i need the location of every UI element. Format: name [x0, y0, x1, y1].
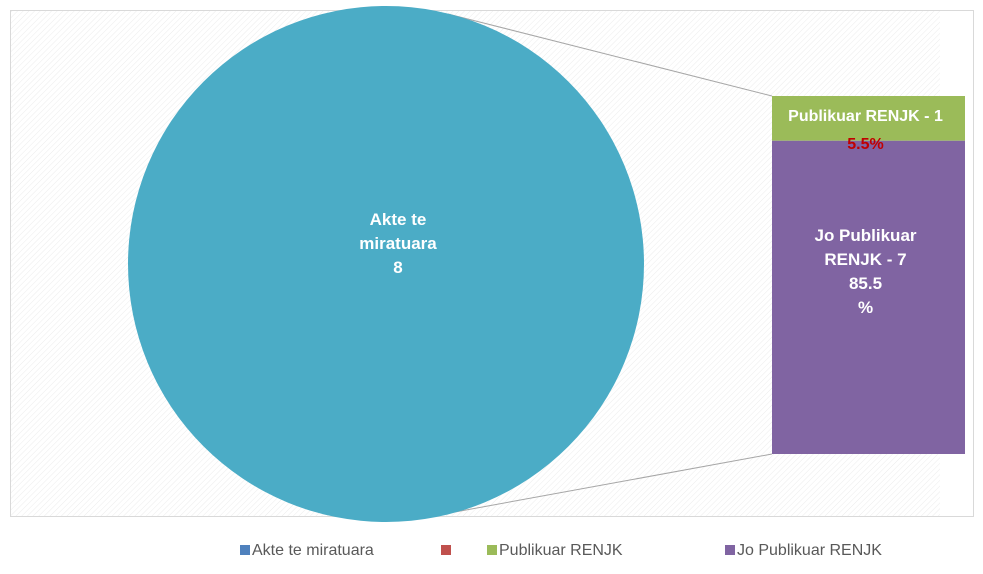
legend-swatch [487, 545, 497, 555]
legend-swatch [441, 545, 451, 555]
stack-label-line: Jo Publikuar [814, 226, 916, 245]
legend: Akte te miratuara Publikuar RENJK Jo Publi… [240, 542, 882, 559]
stack-label-percent: 5.5% [847, 136, 883, 153]
legend-label: Jo Publikuar RENJK [737, 542, 882, 559]
connector-lines [447, 13, 773, 513]
stack-segment-1 [772, 140, 965, 454]
legend-label: Publikuar RENJK [499, 542, 623, 559]
pie-label-line: 8 [393, 258, 402, 277]
connector-bottom [454, 453, 773, 513]
legend-label: Akte te miratuara [252, 542, 374, 559]
stack-label-line: Publikuar RENJK - 1 [788, 108, 943, 125]
connector-top [447, 13, 773, 97]
pie-label-line: miratuara [359, 234, 437, 253]
pie-label-line: Akte te [370, 210, 427, 229]
pie: Akte te miratuara 8 [128, 6, 644, 522]
stacked-bar: Publikuar RENJK - 1 5.5% Jo Publikuar RENJK… [772, 96, 965, 454]
legend-swatch [725, 545, 735, 555]
stack-label-line: % [858, 298, 873, 317]
legend-swatch [240, 545, 250, 555]
stack-label-line: 85.5 [849, 274, 882, 293]
plot-border [10, 10, 974, 517]
pie-slice-akte-te-miratuara [128, 6, 644, 522]
stack-segment-0 [772, 96, 965, 141]
stack-label-line: RENJK - 7 [824, 250, 906, 269]
